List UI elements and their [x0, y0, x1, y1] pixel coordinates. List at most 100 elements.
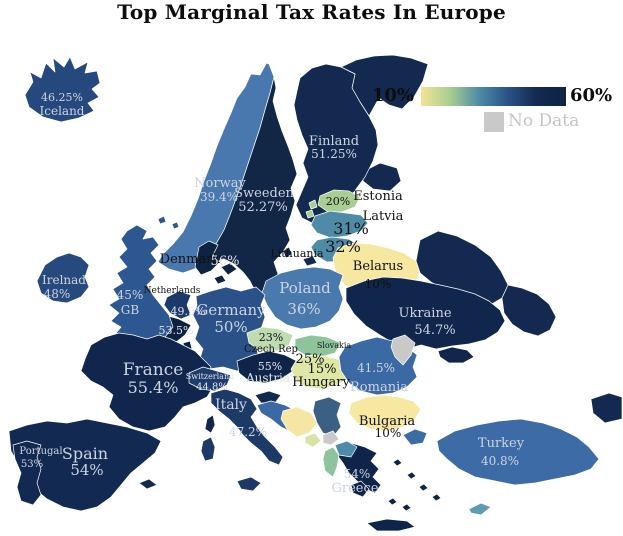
label-portugal-value: 53%	[21, 459, 43, 470]
label-denmark-name: Denmark	[160, 252, 221, 267]
country-latvia	[310, 210, 369, 239]
country-denmark	[213, 274, 227, 285]
country-ukraine	[345, 276, 506, 350]
country-montenegro	[304, 432, 322, 448]
label-hungary-name: Hungary	[292, 375, 350, 390]
label-netherlands-name: Netherlands	[144, 286, 201, 296]
label-denmark-value: 56%	[211, 254, 240, 269]
label-france-name: France	[123, 360, 184, 380]
country-ireland	[36, 252, 90, 304]
country-greece	[366, 518, 416, 532]
country-greece	[401, 503, 412, 512]
country-france	[204, 414, 216, 434]
label-ukraine-name: Ukraine	[398, 306, 451, 321]
country-italy	[200, 436, 216, 462]
label-norway-value: 39.4%	[200, 190, 238, 204]
label-switzerland-value: 44.8%	[196, 382, 228, 393]
country-great-britain	[157, 215, 167, 225]
map-title: Top Marginal Tax Rates In Europe	[117, 0, 506, 24]
country-russia	[302, 255, 318, 267]
country-north-macedonia	[334, 440, 358, 458]
label-switzerland-name: Switzerland	[186, 372, 234, 381]
label-turkey-name: Turkey	[478, 436, 525, 451]
country-iceland	[24, 56, 101, 123]
country-czech-republic	[246, 326, 294, 352]
country-switzerland	[188, 366, 232, 392]
label-iceland-value: 46.25%	[41, 91, 83, 104]
label-ireland-value: 48%	[44, 287, 71, 301]
country-slovenia	[254, 390, 282, 404]
country-slovakia	[294, 334, 342, 358]
country-russia	[501, 284, 557, 337]
country-italy	[236, 476, 262, 492]
label-italy-value: 47.2%	[229, 425, 267, 439]
label-germany-value: 50%	[214, 318, 247, 336]
country-russia	[590, 392, 623, 424]
label-estonia-value: 20%	[326, 195, 350, 208]
label-belgium-value: 53.5%	[159, 324, 194, 337]
country-portugal	[12, 440, 42, 506]
label-slovakia-name: Slovakia	[317, 341, 352, 350]
label-norway-name: Norway	[194, 176, 246, 191]
country-russia	[361, 162, 402, 192]
country-great-britain	[171, 221, 180, 230]
label-romania-name: Romania	[350, 380, 408, 395]
country-greece	[350, 480, 370, 498]
label-sweden-value: 52.27%	[238, 200, 288, 215]
country-greece	[387, 497, 398, 506]
label-bulgaria-value: 10%	[375, 426, 402, 440]
label-bulgaria-name: Bulgaria	[359, 414, 416, 429]
label-germany-name: Germany	[196, 301, 266, 319]
label-netherlands-value: 49.5%	[171, 305, 206, 318]
label-italy-name: Italy	[215, 397, 247, 413]
label-france-value: 55.4%	[128, 378, 179, 397]
country-ukraine	[437, 346, 475, 364]
country-albania	[322, 446, 340, 478]
label-austria-name: Austria	[245, 371, 290, 385]
country-estonia	[317, 189, 361, 213]
label-portugal-name: Portugal	[19, 446, 62, 457]
country-kosovo	[322, 430, 340, 446]
country-spain	[138, 478, 158, 490]
country-greece	[406, 471, 417, 480]
label-belarus-name: Belarus	[353, 259, 403, 274]
country-greece	[392, 458, 403, 467]
country-denmark	[194, 240, 220, 276]
label-belarus-value: 10%	[365, 277, 392, 291]
country-france	[80, 332, 214, 432]
country-bulgaria	[348, 394, 422, 432]
country-denmark	[220, 262, 238, 276]
label-austria-value: 55%	[258, 360, 282, 373]
label-latvia-value: 31%	[333, 219, 369, 238]
label-poland-name: Poland	[279, 279, 331, 297]
label-sweden-name: Sweeden	[234, 186, 294, 201]
country-cyprus	[468, 502, 492, 516]
country-poland	[261, 266, 344, 330]
country-turkey	[436, 418, 600, 486]
label-latvia-name: Latvia	[363, 209, 404, 224]
label-ukraine-value: 54.7%	[414, 323, 455, 338]
country-greece	[431, 493, 442, 502]
label-finland-name: Finland	[309, 134, 359, 149]
country-greece	[418, 483, 429, 492]
label-czech-republic-value: 23%	[259, 331, 283, 344]
label-greece-value: 54%	[344, 467, 371, 481]
country-sweden	[282, 246, 293, 259]
label-greece-name: Greece	[332, 481, 379, 496]
label-iceland-name: Iceland	[40, 104, 85, 118]
label-great-britain-name: GB	[121, 303, 140, 317]
country-estonia	[305, 209, 315, 219]
label-spain-value: 54%	[70, 461, 103, 479]
country-italy	[210, 388, 284, 466]
country-moldova	[390, 334, 416, 366]
label-estonia-name: Estonia	[353, 189, 403, 204]
label-hungary-value: 15%	[308, 362, 337, 377]
country-turkey	[402, 428, 428, 446]
label-lithuania-value: 32%	[325, 237, 361, 256]
label-poland-value: 36%	[287, 300, 320, 318]
label-spain-name: Spain	[62, 444, 108, 463]
label-finland-value: 51.25%	[311, 147, 357, 161]
country-bosnia	[280, 406, 318, 438]
label-slovakia-value: 25%	[296, 352, 325, 367]
